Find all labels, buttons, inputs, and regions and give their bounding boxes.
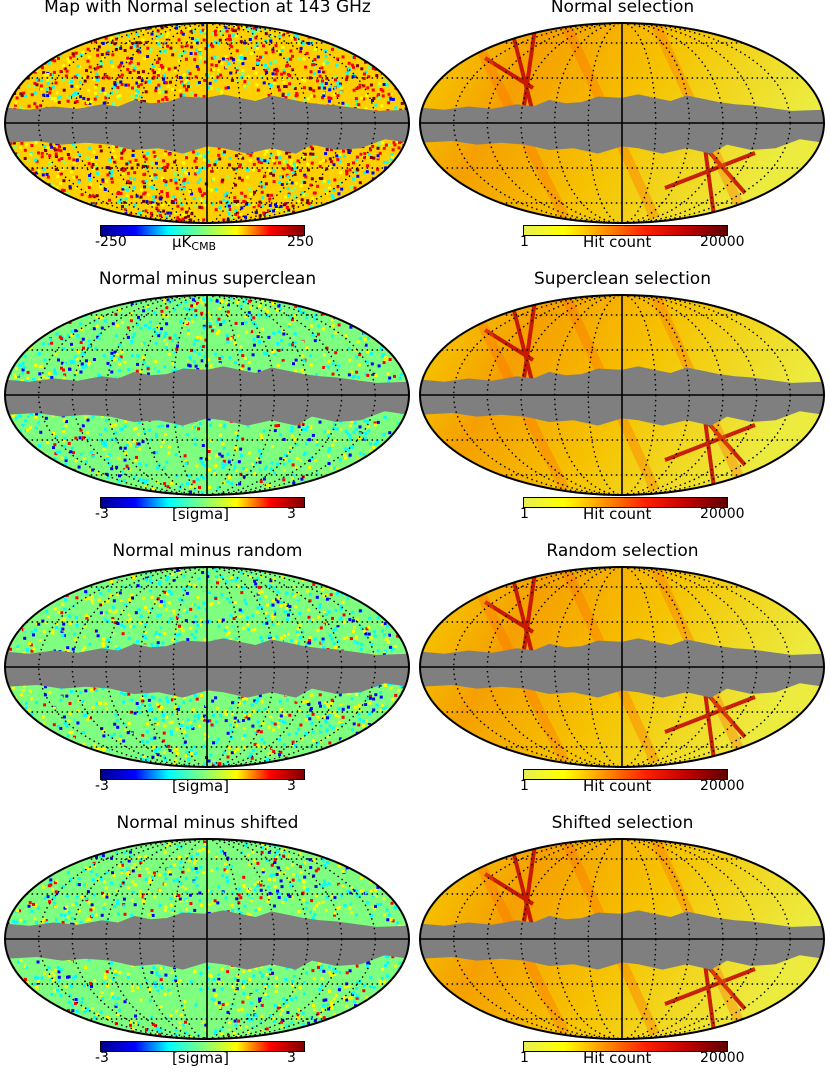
- colorbar-unit-text: Hit count: [583, 1049, 652, 1067]
- map-outline: [4, 22, 410, 224]
- map-outline: [419, 22, 825, 224]
- map-panel: Shifted selection 1 20000 Hit count: [415, 813, 830, 1088]
- mollweide-map: [4, 22, 410, 224]
- colorbar-max-label: 20000: [700, 234, 745, 250]
- colorbar-min-label: -3: [95, 1050, 109, 1066]
- map-panel: Superclean selection 1 20000 Hit count: [415, 269, 830, 544]
- mollweide-map: [419, 566, 825, 768]
- colorbar-max-label: 3: [287, 778, 296, 794]
- map-panel: Map with Normal selection at 143 GHz -250…: [0, 0, 415, 272]
- map-outline: [4, 566, 410, 768]
- colorbar-unit-text: [sigma]: [172, 1049, 230, 1067]
- colorbar-max-label: 3: [287, 506, 296, 522]
- colorbar: [100, 225, 305, 236]
- colorbar-min-label: 1: [520, 1050, 529, 1066]
- colorbar-max-label: 20000: [700, 506, 745, 522]
- mollweide-map: [4, 294, 410, 496]
- panel-title: Random selection: [546, 541, 699, 561]
- mollweide-map: [419, 22, 825, 224]
- colorbar-max-label: 250: [287, 234, 314, 250]
- map-panel: Normal minus shifted -3 3 [sigma]: [0, 813, 415, 1088]
- panel-title: Superclean selection: [534, 269, 711, 289]
- colorbar-max-label: 3: [287, 1050, 296, 1066]
- colorbar-max-label: 20000: [700, 778, 745, 794]
- colorbar-unit-text: μK: [172, 233, 192, 251]
- mollweide-map: [4, 838, 410, 1040]
- panel-title: Shifted selection: [551, 813, 694, 833]
- colorbar-min-label: 1: [520, 778, 529, 794]
- panel-title: Normal minus superclean: [98, 269, 317, 289]
- colorbar-unit-label: [sigma]: [172, 1049, 229, 1067]
- colorbar: [523, 1041, 728, 1052]
- colorbar: [100, 1041, 305, 1052]
- map-outline: [419, 566, 825, 768]
- mollweide-map: [4, 566, 410, 768]
- colorbar-unit-text: Hit count: [583, 233, 652, 251]
- colorbar-unit-label: μKCMB: [172, 233, 216, 256]
- panel-title: Map with Normal selection at 143 GHz: [44, 0, 371, 17]
- colorbar-unit-text: Hit count: [583, 777, 652, 795]
- colorbar-unit-label: Hit count: [583, 777, 651, 795]
- colorbar-unit-subscript: CMB: [191, 240, 217, 253]
- colorbar: [100, 769, 305, 780]
- colorbar: [100, 497, 305, 508]
- map-panel: Random selection 1 20000 Hit count: [415, 541, 830, 816]
- panel-title: Normal minus shifted: [116, 813, 299, 833]
- mollweide-map: [419, 838, 825, 1040]
- colorbar-unit-text: [sigma]: [172, 505, 230, 523]
- colorbar-min-label: -3: [95, 778, 109, 794]
- colorbar-min-label: 1: [520, 234, 529, 250]
- colorbar-min-label: -250: [95, 234, 127, 250]
- map-outline: [419, 294, 825, 496]
- colorbar-min-label: -3: [95, 506, 109, 522]
- panel-title: Normal selection: [550, 0, 695, 17]
- colorbar: [523, 769, 728, 780]
- panel-title: Normal minus random: [112, 541, 303, 561]
- mollweide-map: [419, 294, 825, 496]
- colorbar-unit-label: Hit count: [583, 505, 651, 523]
- map-outline: [419, 838, 825, 1040]
- colorbar-unit-label: [sigma]: [172, 505, 229, 523]
- colorbar-unit-text: [sigma]: [172, 777, 230, 795]
- colorbar-unit-label: Hit count: [583, 233, 651, 251]
- map-panel: Normal minus random -3 3 [sigma]: [0, 541, 415, 816]
- colorbar: [523, 225, 728, 236]
- colorbar-unit-label: Hit count: [583, 1049, 651, 1067]
- map-panel: Normal selection 1 20000 Hit count: [415, 0, 830, 272]
- colorbar-unit-label: [sigma]: [172, 777, 229, 795]
- colorbar-unit-text: Hit count: [583, 505, 652, 523]
- map-panel: Normal minus superclean -3 3 [sigma]: [0, 269, 415, 544]
- colorbar-max-label: 20000: [700, 1050, 745, 1066]
- colorbar-min-label: 1: [520, 506, 529, 522]
- map-outline: [4, 838, 410, 1040]
- colorbar: [523, 497, 728, 508]
- map-outline: [4, 294, 410, 496]
